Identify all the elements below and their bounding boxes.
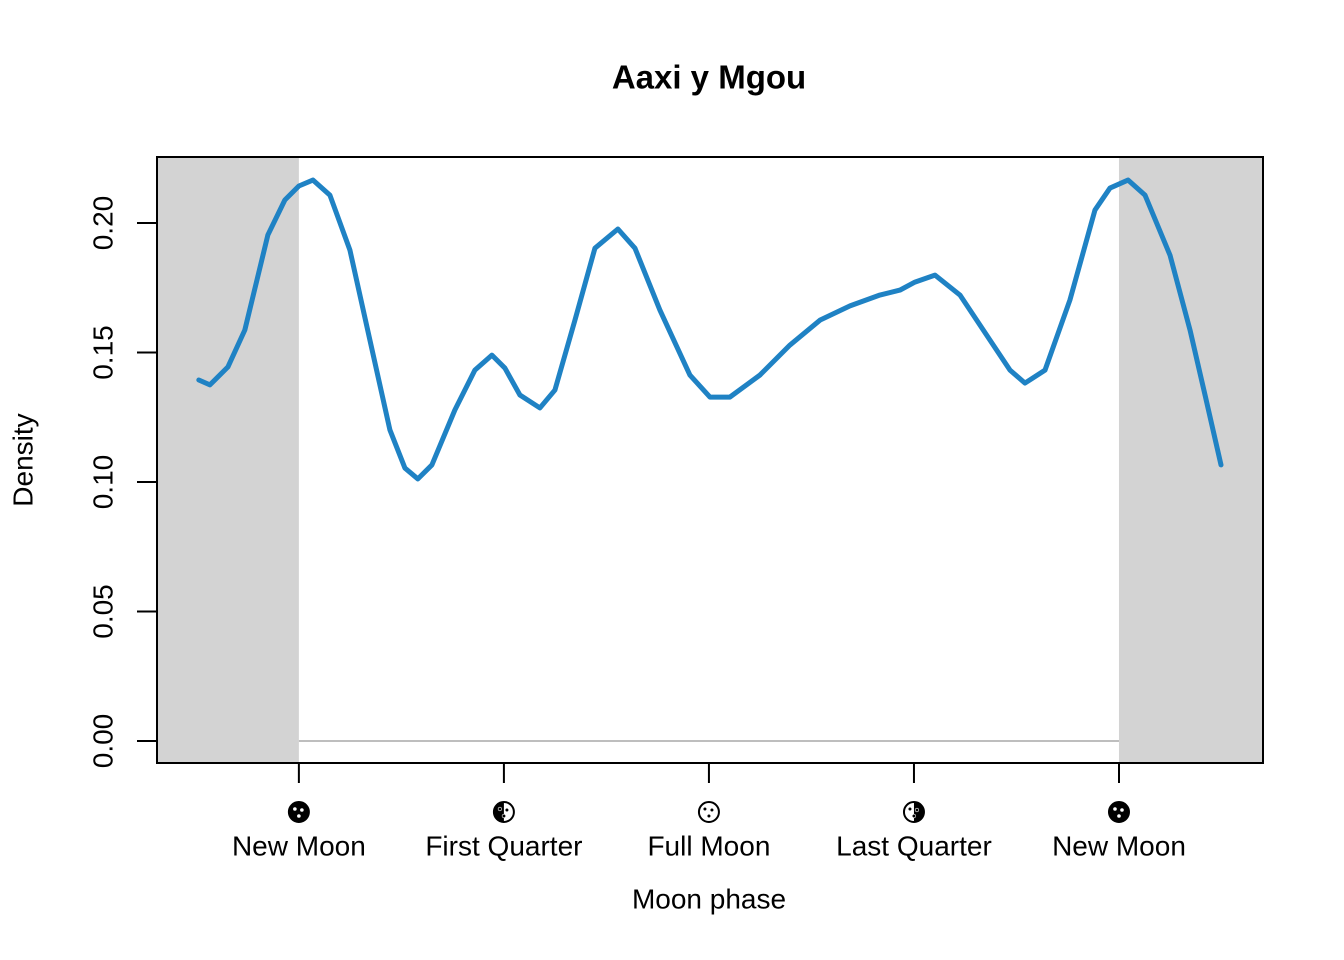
y-tick-label: 0.10 bbox=[87, 455, 118, 510]
moon-icon bbox=[287, 801, 310, 823]
moon-crater bbox=[300, 808, 304, 812]
moon-crater bbox=[709, 807, 715, 813]
moon-icon bbox=[697, 801, 720, 823]
moon-crater bbox=[297, 814, 301, 818]
moon-crater bbox=[702, 806, 708, 812]
moon-icon-half bbox=[493, 802, 504, 822]
moon-crater bbox=[911, 813, 917, 819]
moon-crater bbox=[1113, 807, 1117, 811]
x-axis-label: Moon phase bbox=[632, 883, 786, 914]
plot-frame bbox=[156, 156, 1264, 764]
moon-crater bbox=[497, 806, 503, 812]
y-axis-label: Density bbox=[7, 413, 38, 506]
moon-crater bbox=[914, 807, 920, 813]
moon-crater bbox=[501, 813, 507, 819]
moon-crater bbox=[293, 807, 297, 811]
y-tick-label: 0.05 bbox=[87, 584, 118, 639]
y-tick-label: 0.20 bbox=[87, 196, 118, 251]
y-tick-label: 0.00 bbox=[87, 714, 118, 769]
density-line bbox=[196, 177, 1224, 482]
shaded-region bbox=[157, 157, 299, 763]
moon-crater bbox=[907, 806, 913, 812]
x-tick-label: Last Quarter bbox=[836, 830, 992, 861]
moon-icon bbox=[1107, 801, 1130, 823]
moon-crater bbox=[706, 813, 712, 819]
chart-title: Aaxi y Mgou bbox=[612, 59, 806, 96]
x-tick-label: New Moon bbox=[232, 830, 366, 861]
moon-icon-half bbox=[913, 802, 924, 822]
moon-crater bbox=[1120, 808, 1124, 812]
y-tick-label: 0.15 bbox=[87, 325, 118, 380]
x-tick-label: First Quarter bbox=[425, 830, 582, 861]
moon-crater bbox=[1117, 814, 1121, 818]
x-tick-label: New Moon bbox=[1052, 830, 1186, 861]
x-tick-label: Full Moon bbox=[647, 830, 770, 861]
moon-crater bbox=[504, 807, 510, 813]
shaded-region bbox=[1118, 157, 1263, 763]
